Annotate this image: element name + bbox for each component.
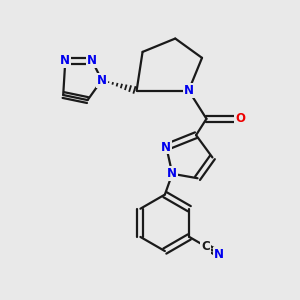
Text: C: C (201, 240, 210, 253)
Text: N: N (60, 54, 70, 67)
Text: N: N (167, 167, 177, 180)
Text: N: N (214, 248, 224, 260)
Text: O: O (235, 112, 245, 125)
Text: N: N (184, 84, 194, 97)
Text: N: N (97, 74, 107, 87)
Text: N: N (161, 140, 171, 154)
Text: N: N (87, 54, 97, 67)
